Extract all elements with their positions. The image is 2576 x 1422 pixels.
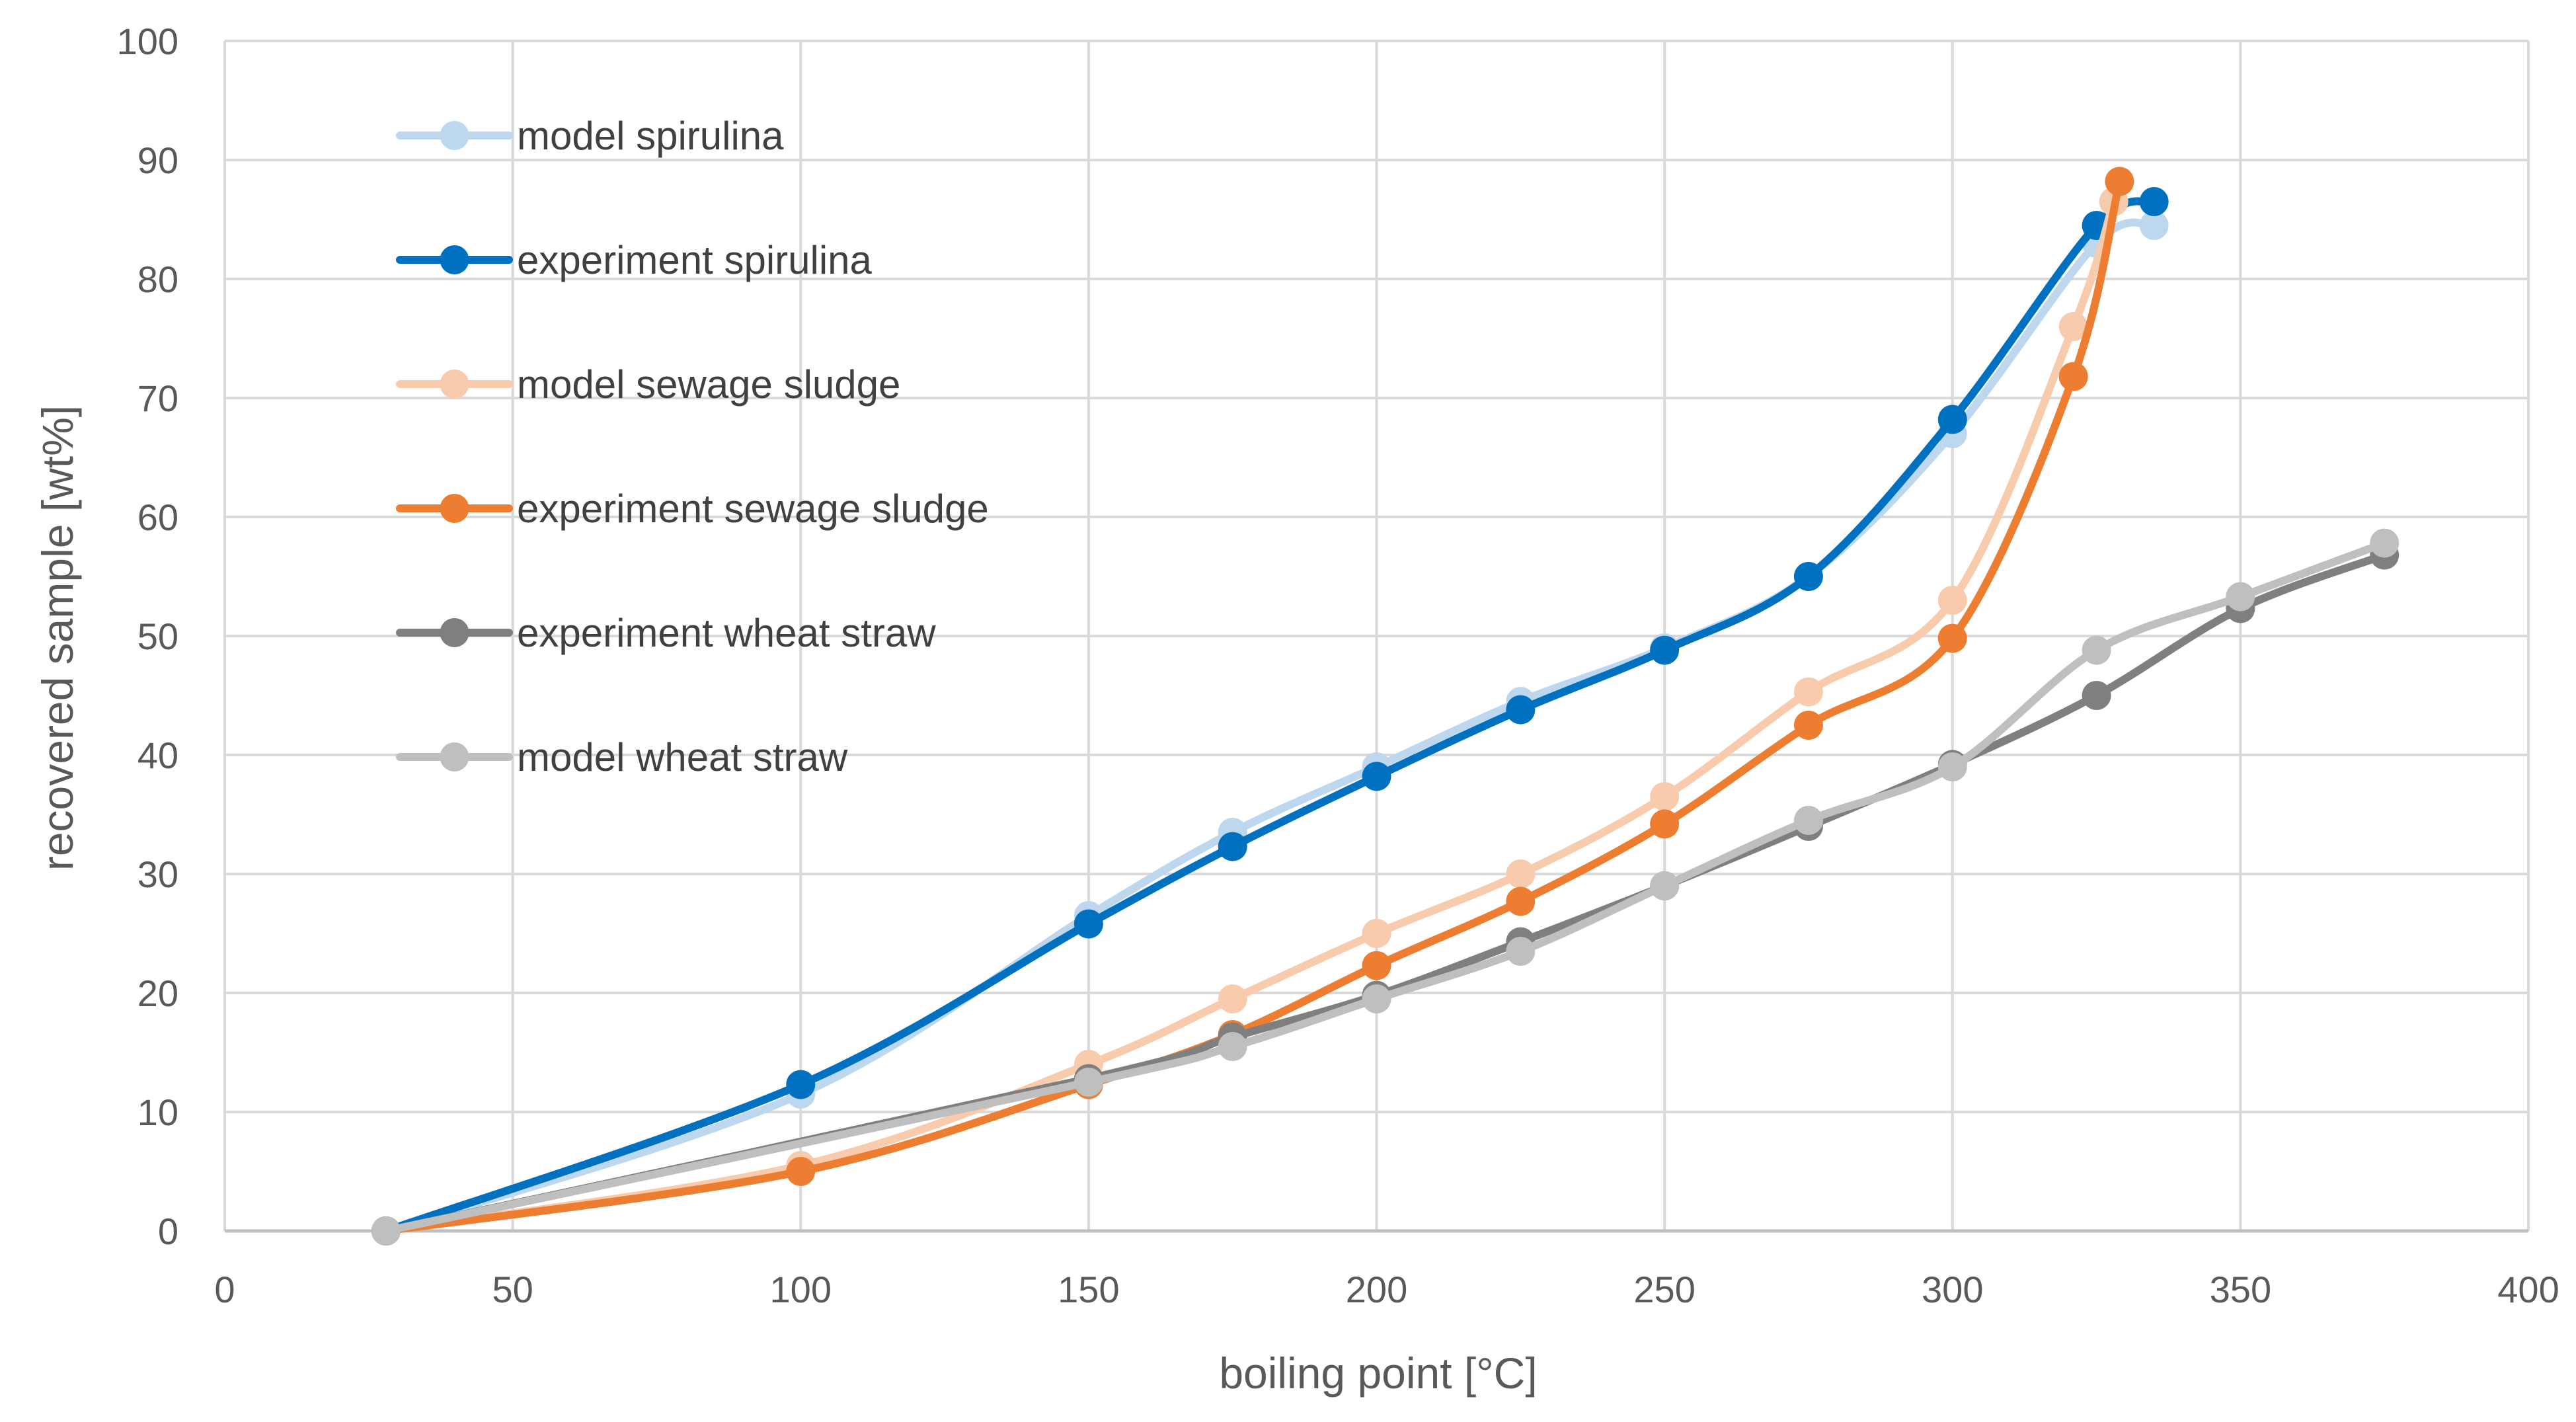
data-point-model-wheat-straw	[1218, 1032, 1247, 1061]
data-point-model-sewage-sludge	[1937, 586, 1967, 615]
legend-swatch-marker	[440, 121, 469, 150]
legend-swatch-marker	[440, 370, 469, 399]
data-point-experiment-sewage-sludge	[1793, 711, 1823, 740]
x-tick-label: 200	[1346, 1269, 1407, 1310]
y-tick-label: 60	[137, 496, 178, 538]
series-model-sewage-sludge	[371, 187, 2128, 1245]
y-tick-label: 10	[137, 1091, 178, 1133]
data-point-experiment-spirulina	[2139, 187, 2169, 216]
legend-swatch-marker	[440, 494, 469, 523]
legend-label: model sewage sludge	[517, 362, 900, 407]
data-point-model-sewage-sludge	[1650, 782, 1680, 811]
legend-label: model spirulina	[517, 114, 784, 158]
series-line-experiment-spirulina	[381, 197, 2158, 1235]
data-point-model-wheat-straw	[371, 1216, 401, 1245]
data-point-experiment-spirulina	[1073, 909, 1103, 939]
series-experiment-spirulina	[371, 187, 2169, 1245]
legend-entry-model-sewage-sludge: model sewage sludge	[396, 362, 900, 407]
x-axis-ticks: 0 50 100 150 200 250 300 350 400	[214, 1269, 2559, 1310]
legend-swatch-marker	[440, 618, 469, 647]
x-tick-label: 250	[1633, 1269, 1695, 1310]
y-tick-label: 80	[137, 258, 178, 300]
data-point-model-wheat-straw	[1073, 1068, 1103, 1097]
y-tick-label: 0	[158, 1210, 178, 1252]
data-point-experiment-spirulina	[1793, 562, 1823, 591]
legend-swatch-marker	[440, 245, 469, 274]
series-experiment-sewage-sludge	[371, 167, 2134, 1245]
data-point-model-wheat-straw	[2082, 635, 2111, 665]
data-point-experiment-spirulina	[1650, 635, 1680, 665]
y-tick-label: 100	[117, 20, 178, 62]
legend-entry-model-wheat-straw: model wheat straw	[396, 735, 848, 779]
x-tick-label: 50	[492, 1269, 533, 1310]
data-point-model-sewage-sludge	[1793, 677, 1823, 707]
series-line-model-sewage-sludge	[381, 198, 2118, 1235]
data-point-model-sewage-sludge	[2058, 312, 2088, 341]
data-point-model-wheat-straw	[2370, 528, 2400, 558]
x-tick-label: 150	[1058, 1269, 1119, 1310]
data-point-experiment-sewage-sludge	[1362, 951, 1391, 980]
series-group	[371, 167, 2400, 1245]
y-axis-ticks: 0 10 20 30 40 50 60 70 80 90 100	[117, 20, 178, 1252]
data-point-model-wheat-straw	[1793, 806, 1823, 835]
y-tick-label: 40	[137, 734, 178, 776]
y-tick-label: 20	[137, 972, 178, 1014]
x-axis-title: boiling point [°C]	[1219, 1349, 1537, 1398]
data-point-model-sewage-sludge	[1506, 859, 1536, 889]
x-tick-label: 400	[2497, 1269, 2559, 1310]
legend-label: experiment wheat straw	[517, 611, 936, 655]
legend-entry-experiment-spirulina: experiment spirulina	[396, 238, 873, 282]
data-point-model-sewage-sludge	[1218, 984, 1247, 1013]
legend-label: experiment sewage sludge	[517, 487, 989, 531]
data-point-experiment-sewage-sludge	[1937, 623, 1967, 653]
data-point-experiment-spirulina	[786, 1070, 816, 1099]
data-point-experiment-sewage-sludge	[786, 1157, 816, 1186]
legend-label: experiment spirulina	[517, 238, 873, 282]
legend-entry-model-spirulina: model spirulina	[396, 114, 784, 158]
legend-entry-experiment-sewage-sludge: experiment sewage sludge	[396, 487, 989, 531]
series-model-wheat-straw	[371, 528, 2400, 1245]
series-line-experiment-sewage-sludge	[381, 177, 2124, 1235]
y-tick-label: 70	[137, 377, 178, 419]
data-point-experiment-spirulina	[1937, 405, 1967, 434]
data-point-model-wheat-straw	[1506, 937, 1536, 966]
legend-label: model wheat straw	[517, 735, 848, 779]
data-point-experiment-spirulina	[1362, 762, 1391, 791]
legend: model spirulina experiment spirulina model…	[396, 114, 989, 779]
data-point-model-wheat-straw	[2226, 582, 2255, 612]
data-point-model-wheat-straw	[1650, 871, 1680, 900]
x-tick-label: 0	[214, 1269, 235, 1310]
data-point-model-wheat-straw	[1362, 984, 1391, 1013]
data-point-model-spirulina	[2139, 211, 2169, 240]
data-point-experiment-spirulina	[1506, 695, 1536, 725]
data-point-experiment-spirulina	[1218, 832, 1247, 861]
data-point-experiment-sewage-sludge	[2058, 362, 2088, 391]
y-tick-label: 50	[137, 615, 178, 657]
x-tick-label: 100	[770, 1269, 832, 1310]
data-point-model-sewage-sludge	[1362, 919, 1391, 948]
x-tick-label: 350	[2210, 1269, 2271, 1310]
data-point-experiment-sewage-sludge	[1506, 887, 1536, 916]
data-point-experiment-sewage-sludge	[1650, 809, 1680, 839]
data-point-model-wheat-straw	[1937, 752, 1967, 781]
legend-swatch-marker	[440, 742, 469, 771]
data-point-experiment-sewage-sludge	[2105, 167, 2134, 196]
x-tick-label: 300	[1922, 1269, 1983, 1310]
y-tick-label: 30	[137, 853, 178, 895]
legend-entry-experiment-wheat-straw: experiment wheat straw	[396, 611, 936, 655]
y-axis-title: recovered sample [wt%]	[33, 405, 82, 871]
y-tick-label: 90	[137, 139, 178, 181]
data-point-experiment-wheat-straw	[2082, 681, 2111, 710]
